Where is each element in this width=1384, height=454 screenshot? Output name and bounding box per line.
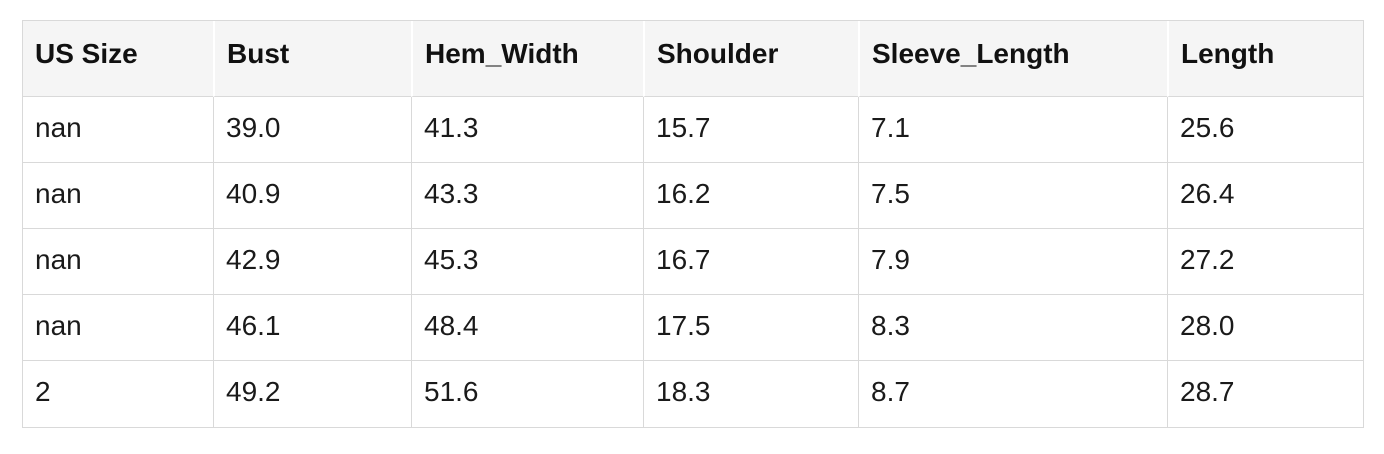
table-cell: 8.7 bbox=[858, 361, 1167, 427]
table-row: nan 39.0 41.3 15.7 7.1 25.6 bbox=[23, 97, 1363, 163]
table-cell: 26.4 bbox=[1167, 163, 1363, 229]
table-cell: 41.3 bbox=[411, 97, 643, 163]
table-cell: nan bbox=[23, 295, 213, 361]
column-header-bust: Bust bbox=[213, 21, 411, 97]
table-cell: 46.1 bbox=[213, 295, 411, 361]
table-cell: 17.5 bbox=[643, 295, 858, 361]
column-header-length: Length bbox=[1167, 21, 1363, 97]
table-row: 2 49.2 51.6 18.3 8.7 28.7 bbox=[23, 361, 1363, 427]
table-cell: 7.5 bbox=[858, 163, 1167, 229]
table-cell: 25.6 bbox=[1167, 97, 1363, 163]
table-cell: 40.9 bbox=[213, 163, 411, 229]
table-cell: 16.2 bbox=[643, 163, 858, 229]
column-header-sleeve-length: Sleeve_Length bbox=[858, 21, 1167, 97]
table-cell: 2 bbox=[23, 361, 213, 427]
column-header-shoulder: Shoulder bbox=[643, 21, 858, 97]
table-cell: 49.2 bbox=[213, 361, 411, 427]
table-body: nan 39.0 41.3 15.7 7.1 25.6 nan 40.9 43.3 16.2 7.5… bbox=[23, 97, 1363, 427]
table-cell: 7.1 bbox=[858, 97, 1167, 163]
table-cell: 51.6 bbox=[411, 361, 643, 427]
table-cell: nan bbox=[23, 97, 213, 163]
header-row: US Size Bust Hem_Width Shoulder Sleeve_Lengt… bbox=[23, 21, 1363, 97]
table-row: nan 46.1 48.4 17.5 8.3 28.0 bbox=[23, 295, 1363, 361]
table-cell: 27.2 bbox=[1167, 229, 1363, 295]
table-cell: 8.3 bbox=[858, 295, 1167, 361]
table-cell: 18.3 bbox=[643, 361, 858, 427]
column-header-hem-width: Hem_Width bbox=[411, 21, 643, 97]
table-row: nan 42.9 45.3 16.7 7.9 27.2 bbox=[23, 229, 1363, 295]
table-cell: 43.3 bbox=[411, 163, 643, 229]
table-cell: 48.4 bbox=[411, 295, 643, 361]
table-cell: 28.7 bbox=[1167, 361, 1363, 427]
table-cell: nan bbox=[23, 229, 213, 295]
table-cell: 45.3 bbox=[411, 229, 643, 295]
table-cell: 16.7 bbox=[643, 229, 858, 295]
table-cell: nan bbox=[23, 163, 213, 229]
table-cell: 28.0 bbox=[1167, 295, 1363, 361]
table-cell: 15.7 bbox=[643, 97, 858, 163]
table-cell: 42.9 bbox=[213, 229, 411, 295]
table-cell: 7.9 bbox=[858, 229, 1167, 295]
column-header-us-size: US Size bbox=[23, 21, 213, 97]
size-chart-table: US Size Bust Hem_Width Shoulder Sleeve_Lengt… bbox=[22, 20, 1364, 428]
table-cell: 39.0 bbox=[213, 97, 411, 163]
table-row: nan 40.9 43.3 16.2 7.5 26.4 bbox=[23, 163, 1363, 229]
